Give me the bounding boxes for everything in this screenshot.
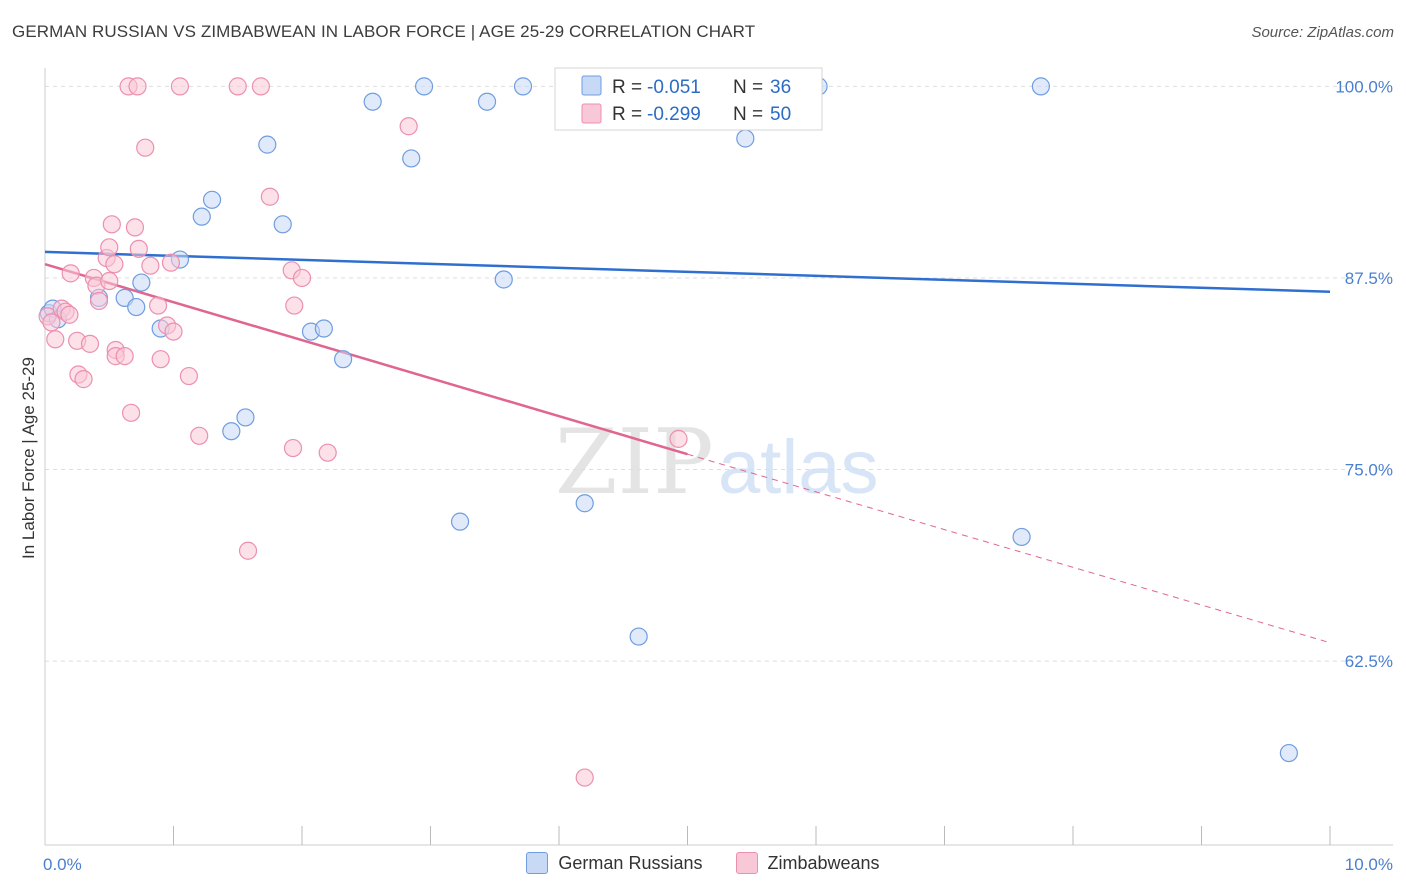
data-point-pink bbox=[669, 429, 688, 448]
data-point-pink bbox=[80, 334, 100, 353]
data-point-pink bbox=[151, 350, 170, 369]
data-point-pink bbox=[399, 117, 418, 136]
legend-n-value-blue: 36 bbox=[770, 77, 791, 98]
data-point-blue bbox=[1279, 743, 1298, 763]
data-point-blue bbox=[236, 408, 255, 427]
legend-swatch-zimbabweans bbox=[735, 852, 758, 874]
data-point-blue bbox=[258, 135, 277, 154]
legend-r-value-pink: -0.299 bbox=[647, 104, 701, 125]
y-tick-label: 75.0% bbox=[1345, 461, 1393, 480]
gridlines bbox=[45, 85, 1350, 662]
data-point-blue bbox=[477, 92, 497, 111]
legend-swatch-german-russians bbox=[526, 852, 549, 874]
data-point-blue bbox=[450, 512, 470, 531]
data-point-pink bbox=[318, 443, 337, 462]
data-point-pink bbox=[46, 330, 65, 349]
data-point-pink bbox=[121, 403, 141, 422]
data-point-pink bbox=[141, 256, 160, 275]
data-point-pink bbox=[179, 366, 199, 386]
data-point-pink bbox=[190, 426, 209, 445]
data-point-pink bbox=[74, 370, 93, 389]
legend-n-label-blue: N = bbox=[733, 77, 763, 98]
data-point-pink bbox=[161, 253, 181, 272]
data-point-pink bbox=[575, 768, 594, 787]
legend-label-zimbabweans: Zimbabweans bbox=[767, 852, 880, 873]
data-point-blue bbox=[273, 215, 292, 234]
data-point-blue bbox=[363, 92, 382, 111]
data-point-blue bbox=[513, 77, 533, 96]
data-point-pink bbox=[102, 215, 121, 234]
data-point-pink bbox=[61, 264, 80, 283]
data-point-pink bbox=[292, 268, 312, 288]
data-point-pink bbox=[283, 438, 303, 458]
y-tick-label: 62.5% bbox=[1345, 652, 1393, 671]
data-point-pink bbox=[164, 322, 183, 341]
data-point-pink bbox=[238, 541, 258, 560]
legend-n-value-pink: 50 bbox=[770, 104, 791, 125]
y-axis-label: In Labor Force | Age 25-29 bbox=[19, 357, 38, 559]
data-point-blue bbox=[334, 350, 353, 369]
data-point-blue bbox=[1031, 77, 1050, 96]
data-point-blue bbox=[222, 422, 241, 441]
data-point-pink bbox=[60, 305, 79, 324]
axes bbox=[44, 68, 1393, 846]
data-point-blue bbox=[575, 494, 594, 513]
legend-swatch-blue bbox=[581, 75, 602, 96]
data-point-pink bbox=[285, 296, 304, 315]
correlation-legend: R = -0.051 N = 36 R = -0.299 N = 50 bbox=[554, 67, 823, 131]
data-point-pink bbox=[129, 239, 148, 258]
legend-n-label-pink: N = bbox=[733, 104, 763, 125]
chart-title: GERMAN RUSSIAN VS ZIMBABWEAN IN LABOR FO… bbox=[12, 22, 756, 41]
trend-line-blue bbox=[44, 250, 1331, 294]
data-point-pink bbox=[115, 347, 134, 366]
data-point-pink bbox=[125, 218, 145, 237]
x-tick-label: 0.0% bbox=[43, 855, 82, 874]
data-point-pink bbox=[100, 271, 119, 291]
data-point-pink bbox=[251, 77, 270, 96]
data-point-pink bbox=[170, 77, 190, 96]
data-point-pink bbox=[260, 187, 279, 206]
data-point-blue bbox=[192, 207, 211, 226]
data-point-pink bbox=[105, 255, 124, 274]
data-point-blue bbox=[736, 129, 755, 148]
legend-r-value-blue: -0.051 bbox=[647, 77, 701, 98]
watermark-atlas: atlas bbox=[718, 425, 879, 510]
tick-labels: 100.0% 87.5% 75.0% 62.5% 0.0% 10.0% bbox=[43, 77, 1393, 874]
trend-lines bbox=[44, 250, 1331, 644]
data-point-pink bbox=[89, 291, 109, 311]
data-point-blue bbox=[132, 273, 151, 292]
legend-item-german-russians: German Russians bbox=[526, 852, 702, 874]
trend-extension-pink bbox=[687, 453, 1331, 644]
legend-label-german-russians: German Russians bbox=[558, 852, 703, 873]
legend-swatch-pink bbox=[581, 103, 602, 124]
y-tick-label: 87.5% bbox=[1345, 269, 1393, 288]
data-point-pink bbox=[228, 77, 247, 96]
legend-r-label-pink: R = bbox=[612, 104, 642, 125]
y-tick-label: 100.0% bbox=[1335, 77, 1393, 96]
data-point-blue bbox=[314, 319, 333, 338]
data-point-pink bbox=[128, 77, 147, 96]
legend-item-zimbabweans: Zimbabweans bbox=[735, 852, 880, 874]
data-point-blue bbox=[629, 627, 648, 646]
legend-r-label-blue: R = bbox=[612, 77, 642, 98]
data-point-blue bbox=[402, 149, 421, 168]
series-legend: German Russians Zimbabweans bbox=[0, 852, 1406, 879]
data-point-pink bbox=[136, 138, 155, 157]
data-point-blue bbox=[494, 270, 513, 289]
data-point-pink bbox=[42, 313, 61, 332]
data-point-blue bbox=[127, 297, 146, 317]
data-point-blue bbox=[202, 190, 222, 209]
trend-line-pink bbox=[44, 262, 688, 456]
zipatlas-watermark: ZIP atlas bbox=[555, 410, 879, 515]
x-tick-label: 10.0% bbox=[1345, 855, 1393, 874]
data-point-pink bbox=[100, 238, 119, 257]
data-point-blue bbox=[414, 77, 434, 96]
source-credit: Source: ZipAtlas.com bbox=[1251, 24, 1394, 41]
data-point-blue bbox=[1012, 527, 1031, 547]
data-point-pink bbox=[148, 296, 168, 315]
